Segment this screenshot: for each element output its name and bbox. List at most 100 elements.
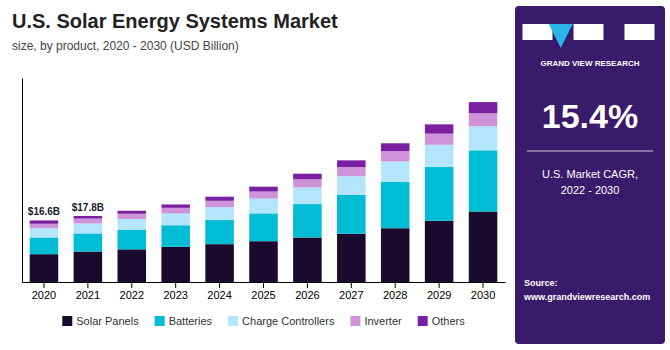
- x-tick-label: 2029: [427, 289, 451, 301]
- bar: [293, 237, 322, 282]
- x-tick-mark: [87, 282, 88, 288]
- legend-swatch: [155, 316, 165, 326]
- x-tick-label: 2027: [339, 289, 363, 301]
- bar: [469, 212, 498, 282]
- legend-swatch: [350, 316, 360, 326]
- source-line: Source:: [524, 278, 558, 288]
- bar: [469, 102, 498, 113]
- side-panel: GRAND VIEW RESEARCH 15.4% U.S. Market CAGR…: [515, 6, 665, 344]
- bar: [381, 228, 410, 282]
- bar: [337, 176, 366, 195]
- logo-block: [523, 24, 553, 40]
- x-tick-mark: [219, 282, 220, 288]
- legend-item: Solar Panels: [62, 315, 139, 327]
- bar: [74, 223, 103, 233]
- bar-series: [30, 113, 498, 228]
- bar: [469, 126, 498, 150]
- bar: [161, 208, 190, 214]
- legend-swatch: [418, 316, 428, 326]
- source-line: www.grandviewresearch.com: [523, 292, 650, 302]
- x-tick-mark: [131, 282, 132, 288]
- cagr-value-line: 15.4%: [542, 97, 638, 135]
- bar: [293, 204, 322, 237]
- brand-line: GRAND VIEW RESEARCH: [540, 59, 639, 68]
- bar: [381, 161, 410, 181]
- bar: [381, 143, 410, 151]
- annotation: $17.8B: [72, 202, 104, 213]
- bar: [425, 124, 454, 133]
- bar-series: [30, 102, 498, 224]
- bar: [293, 179, 322, 187]
- x-tick: 2023: [163, 282, 187, 301]
- x-tick: 2029: [427, 282, 451, 301]
- cagr-label: U.S. Market CAGR, 2022 - 2030: [542, 168, 638, 196]
- bar: [161, 247, 190, 282]
- x-tick-label: 2023: [163, 289, 187, 301]
- x-tick: 2024: [207, 282, 231, 301]
- bar: [118, 219, 147, 230]
- bar: [205, 201, 234, 207]
- logo: [523, 24, 655, 48]
- x-tick-label: 2025: [251, 289, 275, 301]
- legend-item: Charge Controllers: [228, 315, 335, 327]
- bar: [249, 241, 278, 282]
- bar: [337, 160, 366, 167]
- bar: [249, 191, 278, 198]
- x-tick: 2020: [32, 282, 56, 301]
- brand: GRAND VIEW RESEARCH: [540, 59, 639, 68]
- bar: [425, 167, 454, 221]
- x-tick-label: 2020: [32, 289, 56, 301]
- legend-label: Charge Controllers: [242, 315, 335, 327]
- bar: [205, 197, 234, 201]
- legend-label: Inverter: [364, 315, 402, 327]
- bar: [425, 145, 454, 167]
- x-tick-mark: [175, 282, 176, 288]
- legend-item: Batteries: [155, 315, 213, 327]
- bar-series: [30, 212, 498, 282]
- legend-item: Inverter: [350, 315, 402, 327]
- panel-background: [515, 6, 665, 344]
- x-tick-mark: [439, 282, 440, 288]
- divider: [527, 151, 653, 152]
- title: U.S. Solar Energy Systems Market: [12, 10, 338, 32]
- bar: [161, 225, 190, 247]
- legend-item: Others: [418, 315, 466, 327]
- bar: [161, 204, 190, 207]
- bar: [118, 249, 147, 282]
- x-axis: 2020 2021 2022 2023 2024 2025 2026 2027 2028 2029…: [23, 282, 506, 301]
- bar: [30, 254, 59, 282]
- bar: [337, 195, 366, 234]
- legend-label: Batteries: [169, 315, 213, 327]
- x-tick: 2021: [76, 282, 100, 301]
- bar: [205, 244, 234, 282]
- bar: [469, 113, 498, 126]
- x-tick-mark: [43, 282, 44, 288]
- logo-block: [574, 24, 604, 40]
- bar: [381, 151, 410, 161]
- bar: [161, 213, 190, 225]
- bar: [249, 187, 278, 192]
- y-axis: [22, 79, 23, 283]
- bar: [30, 224, 59, 228]
- bar: [30, 220, 59, 223]
- bar: [337, 234, 366, 282]
- cagr-label-line: U.S. Market CAGR,: [542, 168, 638, 180]
- annotations: $16.6B$17.8B: [28, 202, 104, 217]
- x-tick-label: 2022: [120, 289, 144, 301]
- x-tick: 2028: [383, 282, 407, 301]
- bar: [205, 220, 234, 244]
- x-tick-label: 2030: [471, 289, 495, 301]
- y-axis-line: [22, 79, 23, 283]
- bar: [74, 219, 103, 224]
- logo-block: [625, 24, 655, 40]
- x-tick-mark: [395, 282, 396, 288]
- x-tick: 2030: [471, 282, 495, 301]
- logo-triangle: [549, 24, 573, 48]
- legend-swatch: [62, 316, 72, 326]
- legend-label: Others: [432, 315, 466, 327]
- x-tick: 2022: [120, 282, 144, 301]
- bar: [74, 216, 103, 219]
- x-tick-label: 2026: [295, 289, 319, 301]
- bar: [118, 211, 147, 214]
- cagr-label-line: 2022 - 2030: [561, 184, 620, 196]
